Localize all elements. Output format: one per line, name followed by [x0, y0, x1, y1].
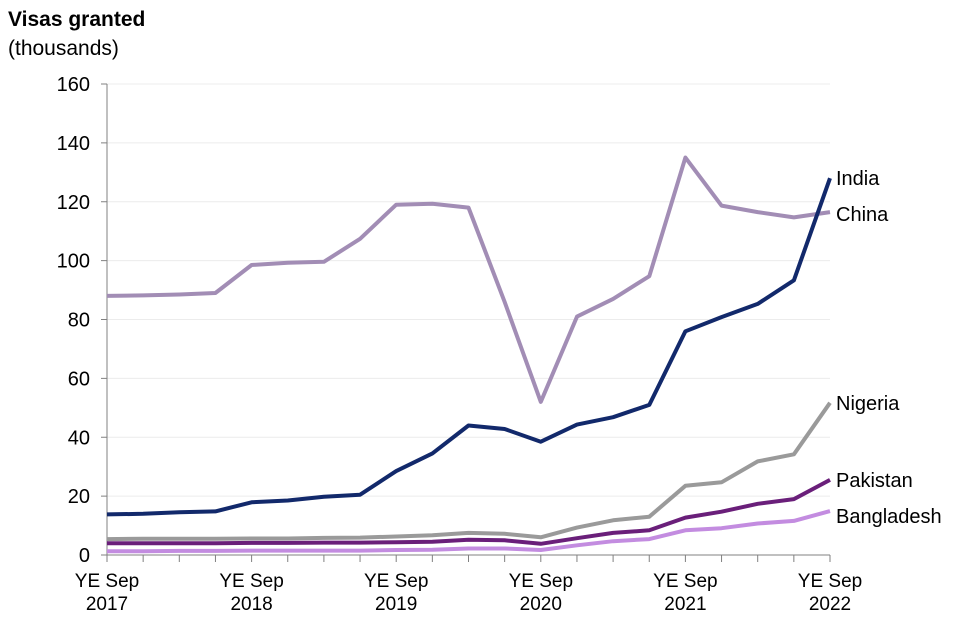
series-label-bangladesh: Bangladesh	[836, 506, 942, 528]
series-label-nigeria: Nigeria	[836, 393, 900, 415]
series-line-china	[106, 155, 831, 404]
y-tick-label-60: 60	[68, 368, 90, 390]
x-tick-label-2020-line1: YE Sep	[509, 571, 573, 592]
series-line-india	[106, 177, 832, 517]
x-tick-label-2018-line1: YE Sep	[219, 571, 283, 592]
series-lines	[106, 155, 832, 554]
series-line-bangladesh	[107, 509, 831, 554]
y-tick-label-80: 80	[68, 310, 90, 332]
series-labels: India China Nigeria Pakistan Bangladesh	[836, 168, 942, 528]
x-tick-label-2021-line2: 2021	[664, 594, 706, 615]
x-tick-label-2017-line2: 2017	[86, 594, 128, 615]
series-label-pakistan: Pakistan	[836, 470, 913, 492]
y-tick-label-20: 20	[68, 486, 90, 508]
y-axis-subtitle: (thousands)	[8, 37, 119, 60]
x-tick-label-2017-line1: YE Sep	[75, 571, 139, 592]
x-tick-label-2022-line1: YE Sep	[798, 571, 862, 592]
x-tick-label-2018-line2: 2018	[230, 594, 272, 615]
y-tick-label-0: 0	[79, 545, 90, 567]
y-tick-label-120: 120	[57, 192, 90, 214]
x-tick-label-2021-line1: YE Sep	[653, 571, 717, 592]
grid-lines	[107, 83, 830, 497]
series-label-china: China	[836, 204, 889, 226]
y-tick-label-160: 160	[57, 74, 90, 96]
y-tick-label-100: 100	[57, 251, 90, 273]
x-tick-label-2019-line1: YE Sep	[364, 571, 428, 592]
y-tick-label-40: 40	[68, 427, 90, 449]
x-tick-label-2020-line2: 2020	[520, 594, 562, 615]
series-label-india: India	[836, 168, 880, 190]
x-tick-label-2019-line2: 2019	[375, 594, 417, 615]
y-axis-title: Visas granted	[8, 8, 146, 31]
series-line-nigeria	[106, 401, 832, 542]
series-line-pakistan	[107, 478, 831, 546]
x-tick-label-2022-line2: 2022	[809, 594, 851, 615]
y-tick-label-140: 140	[57, 133, 90, 155]
